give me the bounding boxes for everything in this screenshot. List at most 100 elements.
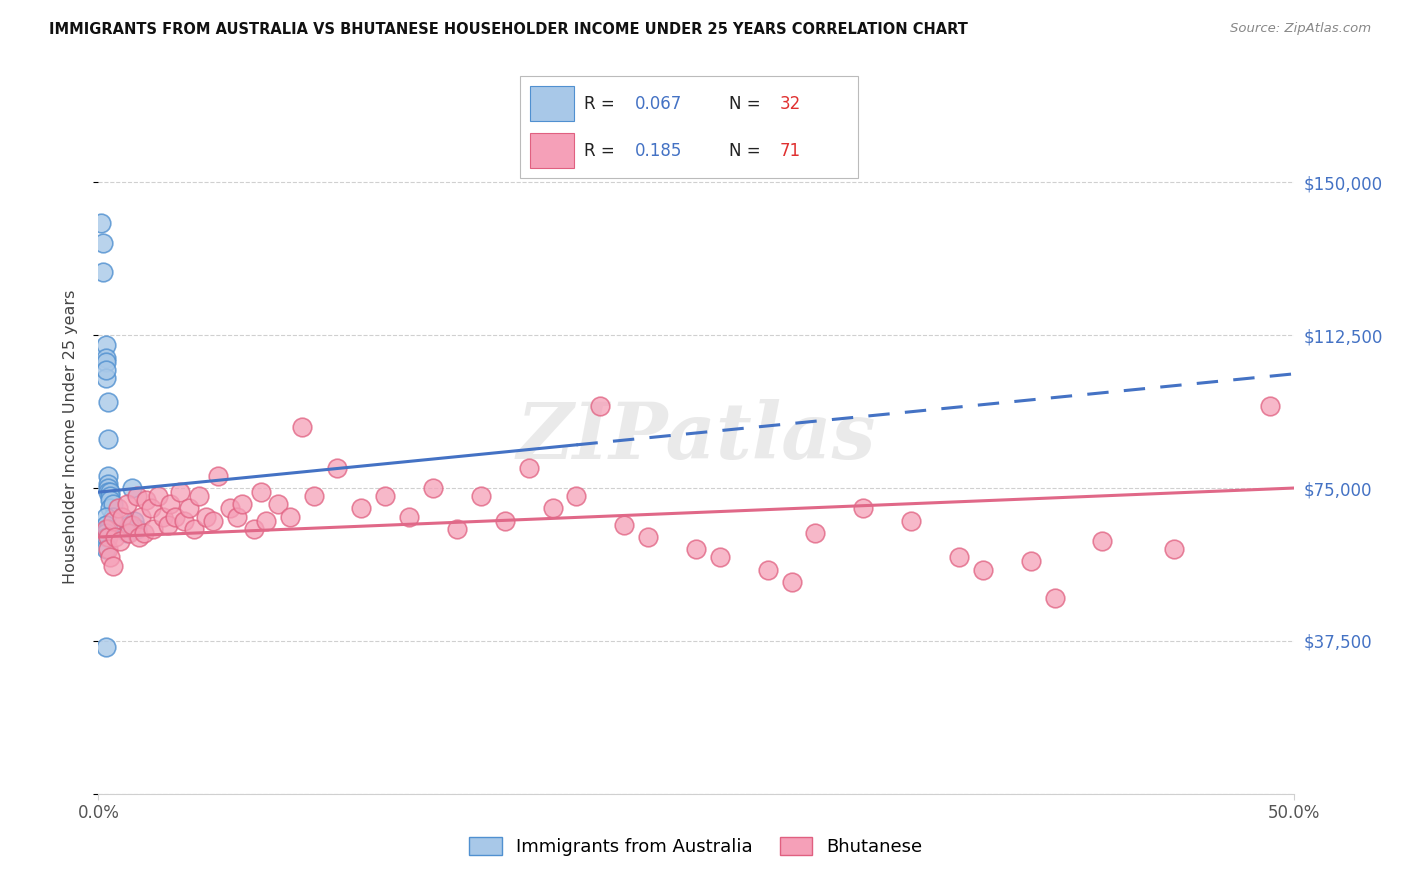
Point — [124, 514, 146, 528]
FancyBboxPatch shape — [520, 76, 858, 178]
Point — [94, 354, 117, 368]
Point — [111, 509, 134, 524]
Point — [1163, 542, 1185, 557]
Point — [254, 514, 277, 528]
Point — [101, 558, 124, 573]
Text: 71: 71 — [780, 142, 801, 160]
Point — [291, 420, 314, 434]
Text: IMMIGRANTS FROM AUSTRALIA VS BHUTANESE HOUSEHOLDER INCOME UNDER 25 YEARS CORRELA: IMMIGRANTS FROM AUSTRALIA VS BHUTANESE H… — [49, 22, 969, 37]
Point — [97, 530, 120, 544]
Point — [948, 550, 970, 565]
Text: 0.067: 0.067 — [636, 95, 682, 112]
Point — [94, 542, 117, 557]
Point — [541, 501, 564, 516]
Point — [97, 542, 120, 557]
Point — [374, 489, 396, 503]
Y-axis label: Householder Income Under 25 years: Householder Income Under 25 years — [63, 290, 77, 584]
Point — [94, 640, 117, 654]
Point — [179, 501, 201, 516]
Point — [446, 522, 468, 536]
Point — [108, 534, 131, 549]
Point — [121, 481, 143, 495]
FancyBboxPatch shape — [530, 133, 574, 168]
Point — [101, 497, 124, 511]
Point — [107, 501, 129, 516]
Point — [470, 489, 492, 503]
Point — [132, 525, 155, 540]
Text: Source: ZipAtlas.com: Source: ZipAtlas.com — [1230, 22, 1371, 36]
Point — [219, 501, 242, 516]
Point — [159, 497, 181, 511]
Point — [142, 522, 165, 536]
Point — [97, 522, 120, 536]
Text: 32: 32 — [780, 95, 801, 112]
Point — [195, 509, 218, 524]
Legend: Immigrants from Australia, Bhutanese: Immigrants from Australia, Bhutanese — [463, 830, 929, 863]
Point — [350, 501, 373, 516]
Point — [780, 574, 803, 589]
Point — [187, 489, 209, 503]
Point — [278, 509, 301, 524]
Point — [98, 550, 122, 565]
Point — [1019, 554, 1042, 568]
Point — [115, 525, 138, 540]
Point — [90, 216, 112, 230]
Point — [202, 514, 225, 528]
Point — [101, 514, 124, 528]
Point — [1043, 591, 1066, 606]
Point — [125, 489, 148, 503]
Point — [685, 542, 707, 557]
Point — [589, 400, 612, 414]
Point — [1258, 400, 1281, 414]
Point — [94, 371, 117, 385]
Point — [163, 509, 186, 524]
Point — [250, 485, 273, 500]
Point — [94, 351, 117, 365]
Point — [94, 525, 117, 540]
Point — [97, 485, 120, 500]
Point — [398, 509, 420, 524]
Point — [302, 489, 325, 503]
Point — [131, 509, 153, 524]
Point — [97, 432, 120, 446]
Point — [207, 468, 229, 483]
Point — [94, 509, 117, 524]
Point — [97, 468, 120, 483]
Text: N =: N = — [730, 95, 766, 112]
Point — [900, 514, 922, 528]
Point — [97, 477, 120, 491]
Point — [267, 497, 290, 511]
Point — [118, 517, 141, 532]
Point — [517, 460, 540, 475]
Point — [148, 489, 170, 503]
Point — [97, 481, 120, 495]
Point — [118, 525, 141, 540]
Point — [94, 530, 117, 544]
Point — [972, 563, 994, 577]
Point — [128, 530, 150, 544]
Point — [115, 497, 138, 511]
Point — [243, 522, 266, 536]
Point — [613, 517, 636, 532]
Point — [94, 338, 117, 352]
Point — [231, 497, 253, 511]
Point — [94, 363, 117, 377]
Point — [91, 265, 114, 279]
Point — [104, 530, 127, 544]
FancyBboxPatch shape — [530, 87, 574, 121]
Point — [98, 489, 122, 503]
Point — [101, 509, 124, 524]
Point — [756, 563, 779, 577]
Point — [494, 514, 516, 528]
Point — [326, 460, 349, 475]
Point — [98, 485, 122, 500]
Text: R =: R = — [585, 142, 620, 160]
Point — [422, 481, 444, 495]
Text: ZIPatlas: ZIPatlas — [516, 399, 876, 475]
Point — [565, 489, 588, 503]
Point — [169, 485, 191, 500]
Point — [852, 501, 875, 516]
Text: R =: R = — [585, 95, 620, 112]
Point — [98, 501, 122, 516]
Point — [173, 514, 195, 528]
